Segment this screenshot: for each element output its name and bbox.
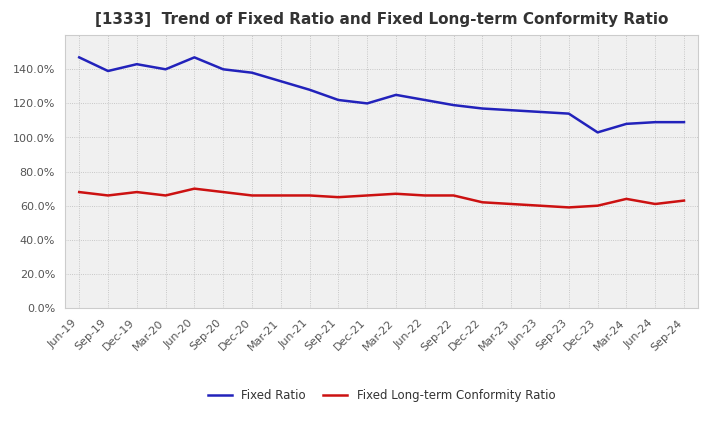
Fixed Ratio	[507, 107, 516, 113]
Fixed Ratio	[651, 120, 660, 125]
Fixed Long-term Conformity Ratio	[104, 193, 112, 198]
Fixed Ratio	[248, 70, 256, 75]
Fixed Ratio	[104, 68, 112, 73]
Fixed Ratio	[420, 97, 429, 103]
Fixed Ratio	[680, 120, 688, 125]
Fixed Long-term Conformity Ratio	[392, 191, 400, 196]
Fixed Ratio	[219, 66, 228, 72]
Fixed Long-term Conformity Ratio	[622, 196, 631, 202]
Fixed Long-term Conformity Ratio	[564, 205, 573, 210]
Fixed Long-term Conformity Ratio	[161, 193, 170, 198]
Fixed Ratio	[132, 62, 141, 67]
Fixed Long-term Conformity Ratio	[363, 193, 372, 198]
Fixed Ratio	[334, 97, 343, 103]
Fixed Ratio	[536, 109, 544, 114]
Line: Fixed Ratio: Fixed Ratio	[79, 57, 684, 132]
Fixed Long-term Conformity Ratio	[680, 198, 688, 203]
Fixed Long-term Conformity Ratio	[132, 189, 141, 194]
Fixed Long-term Conformity Ratio	[420, 193, 429, 198]
Fixed Ratio	[478, 106, 487, 111]
Fixed Long-term Conformity Ratio	[219, 189, 228, 194]
Fixed Long-term Conformity Ratio	[190, 186, 199, 191]
Fixed Long-term Conformity Ratio	[276, 193, 285, 198]
Line: Fixed Long-term Conformity Ratio: Fixed Long-term Conformity Ratio	[79, 189, 684, 207]
Fixed Ratio	[305, 87, 314, 92]
Fixed Ratio	[449, 103, 458, 108]
Fixed Ratio	[363, 101, 372, 106]
Fixed Long-term Conformity Ratio	[334, 194, 343, 200]
Fixed Ratio	[622, 121, 631, 126]
Fixed Long-term Conformity Ratio	[305, 193, 314, 198]
Fixed Ratio	[593, 130, 602, 135]
Title: [1333]  Trend of Fixed Ratio and Fixed Long-term Conformity Ratio: [1333] Trend of Fixed Ratio and Fixed Lo…	[95, 12, 668, 27]
Fixed Ratio	[161, 66, 170, 72]
Fixed Long-term Conformity Ratio	[478, 200, 487, 205]
Fixed Long-term Conformity Ratio	[248, 193, 256, 198]
Fixed Long-term Conformity Ratio	[449, 193, 458, 198]
Fixed Long-term Conformity Ratio	[651, 202, 660, 207]
Fixed Ratio	[392, 92, 400, 98]
Fixed Long-term Conformity Ratio	[507, 202, 516, 207]
Fixed Long-term Conformity Ratio	[536, 203, 544, 209]
Fixed Long-term Conformity Ratio	[593, 203, 602, 209]
Legend: Fixed Ratio, Fixed Long-term Conformity Ratio: Fixed Ratio, Fixed Long-term Conformity …	[203, 385, 560, 407]
Fixed Long-term Conformity Ratio	[75, 189, 84, 194]
Fixed Ratio	[276, 79, 285, 84]
Fixed Ratio	[75, 55, 84, 60]
Fixed Ratio	[564, 111, 573, 116]
Fixed Ratio	[190, 55, 199, 60]
